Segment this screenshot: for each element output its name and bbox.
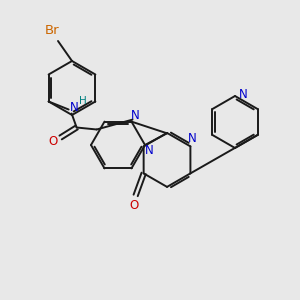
Text: Br: Br <box>45 25 59 38</box>
Text: H: H <box>79 95 86 106</box>
Text: N: N <box>131 109 140 122</box>
Text: O: O <box>129 199 138 212</box>
Text: N: N <box>188 132 197 145</box>
Text: N: N <box>238 88 247 100</box>
Text: O: O <box>48 135 57 148</box>
Text: N: N <box>145 145 153 158</box>
Text: N: N <box>70 101 79 114</box>
